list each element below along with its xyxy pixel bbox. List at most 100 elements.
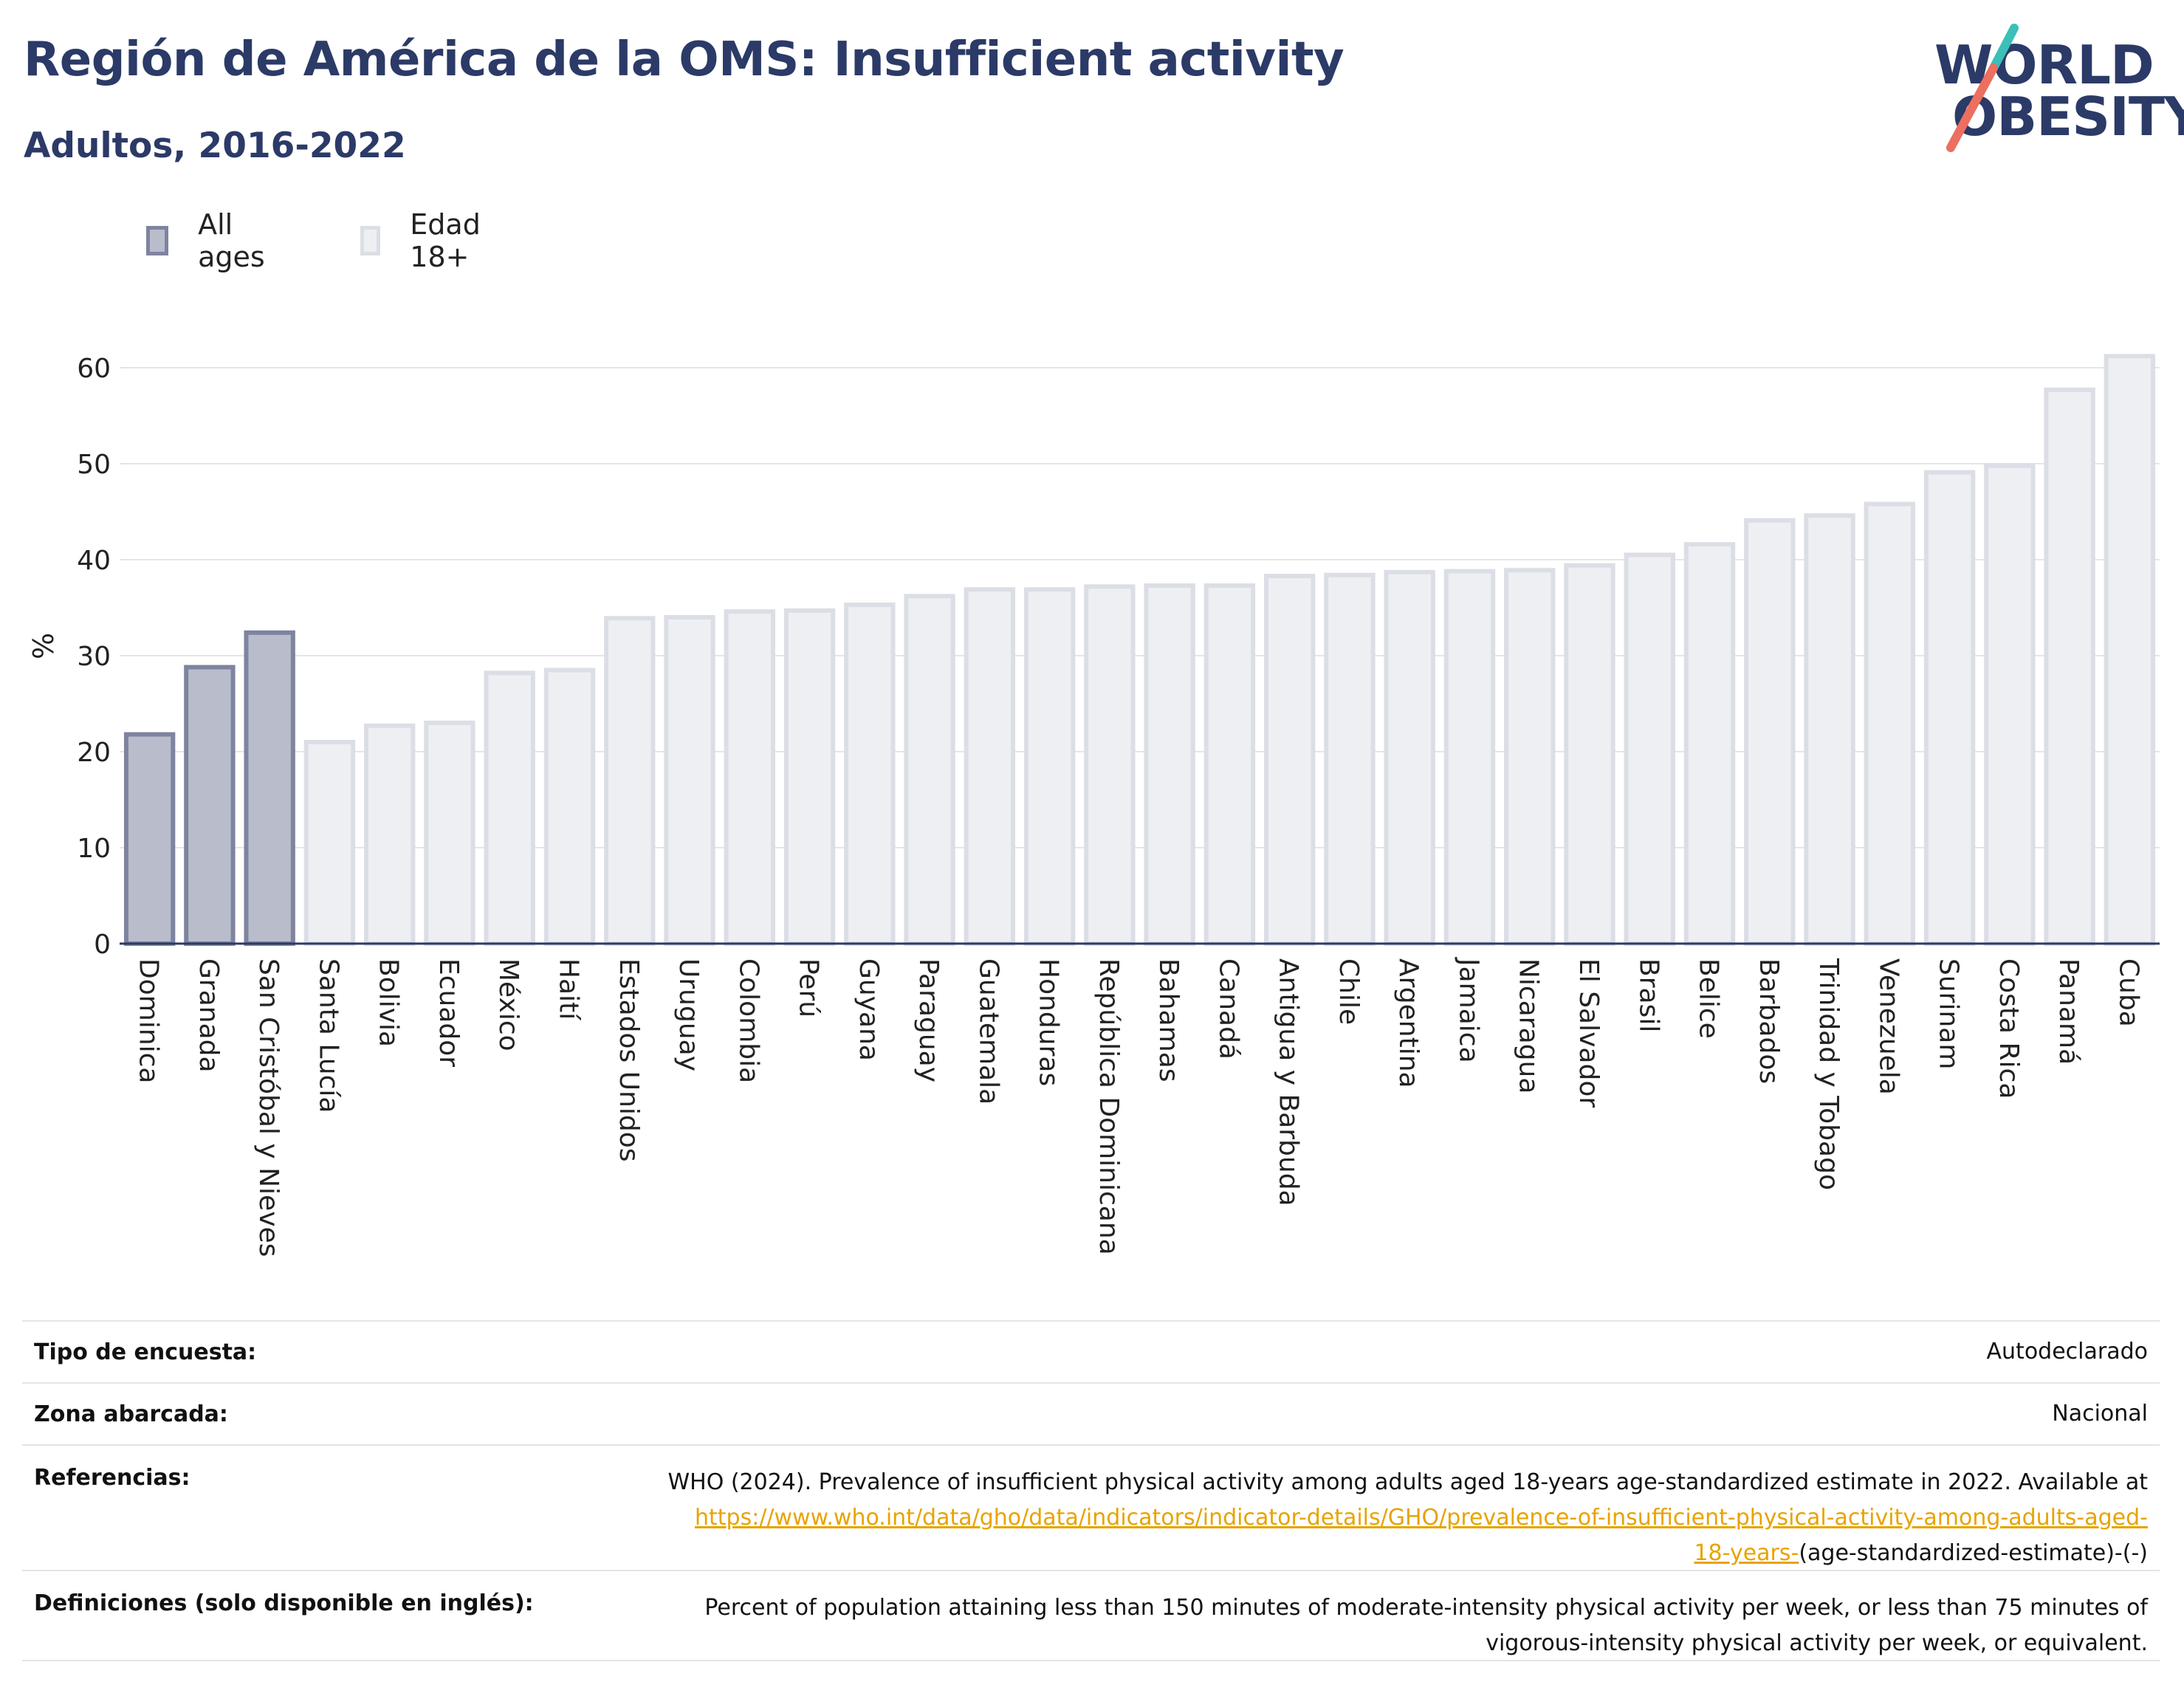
x-tick-label: Belice xyxy=(1694,958,1724,1039)
logo-line-1: WORLD xyxy=(1934,34,2154,96)
bar-canadá[interactable] xyxy=(1203,583,1256,946)
bar-ecuador[interactable] xyxy=(424,721,475,946)
bar-argentina[interactable] xyxy=(1384,569,1435,946)
info-row-definitions: Definiciones (solo disponible en inglés)… xyxy=(22,1570,2160,1661)
x-tick-label: México xyxy=(493,958,523,1051)
bar-república-dominicana[interactable] xyxy=(1084,584,1136,946)
x-tick-label: Paraguay xyxy=(913,958,944,1082)
x-tick-label: Argentina xyxy=(1393,958,1424,1088)
references-label: Referencias: xyxy=(34,1465,190,1491)
bar-uruguay[interactable] xyxy=(664,615,715,946)
x-tick-label: Costa Rica xyxy=(1994,958,2024,1099)
bar-chart: 0 10 20 30 40 50 60 Dominica Granada San Cristób… xyxy=(27,354,2160,1257)
bar-bolivia[interactable] xyxy=(363,723,416,947)
references-value: WHO (2024). Prevalence of insufficient p… xyxy=(667,1465,2148,1566)
x-tick-label: Estados Unidos xyxy=(614,958,644,1162)
x-tick-label: El Salvador xyxy=(1573,958,1604,1108)
survey-type-label: Tipo de encuesta: xyxy=(34,1339,257,1365)
page-subtitle: Adultos, 2016-2022 xyxy=(24,126,406,166)
x-tick-label: Chile xyxy=(1333,958,1364,1025)
y-tick-label: 10 xyxy=(77,834,111,864)
definitions-label: Definiciones (solo disponible en inglés)… xyxy=(34,1590,534,1616)
bar-cuba[interactable] xyxy=(2104,354,2156,946)
bar-haití[interactable] xyxy=(543,667,596,946)
x-tick-label: Granada xyxy=(193,958,224,1073)
area-label: Zona abarcada: xyxy=(34,1401,228,1427)
bar-belice[interactable] xyxy=(1683,542,1736,946)
legend-label-all-ages: All ages xyxy=(198,208,265,273)
x-axis-labels: Dominica Granada San Cristóbal y Nieves San… xyxy=(134,957,2144,1257)
bar-chile[interactable] xyxy=(1324,572,1376,946)
bar-surinam[interactable] xyxy=(1923,470,1976,946)
bar-jamaica[interactable] xyxy=(1443,569,1496,946)
survey-type-value: Autodeclarado xyxy=(1986,1339,2148,1364)
bar-guyana[interactable] xyxy=(844,602,896,946)
x-tick-label: Jamaica xyxy=(1453,957,1483,1063)
bar-san-cristóbal-y-nieves[interactable] xyxy=(244,630,295,946)
x-tick-label: Nicaragua xyxy=(1514,958,1544,1094)
definitions-line-1: Percent of population attaining less tha… xyxy=(704,1595,2148,1621)
x-tick-label: Trinidad y Tobago xyxy=(1813,958,1844,1190)
info-row-area: Zona abarcada: Nacional xyxy=(22,1382,2160,1444)
x-tick-label: Haití xyxy=(553,958,583,1020)
bar-antigua-y-barbuda[interactable] xyxy=(1263,574,1316,946)
bar-estados-unidos[interactable] xyxy=(604,616,656,946)
bar-perú[interactable] xyxy=(783,608,836,946)
y-tick-label: 50 xyxy=(77,450,111,480)
x-tick-label: Panamá xyxy=(2053,958,2084,1065)
bar-barbados[interactable] xyxy=(1744,518,1796,946)
page-title: Región de América de la OMS: Insufficien… xyxy=(24,32,1345,87)
bar-costa-rica[interactable] xyxy=(1984,463,2036,947)
bar-méxico[interactable] xyxy=(484,670,535,947)
x-tick-label: Guatemala xyxy=(973,958,1003,1105)
chart-bars xyxy=(123,354,2156,947)
x-tick-label: Santa Lucía xyxy=(313,958,343,1113)
x-tick-label: Guyana xyxy=(854,958,884,1061)
x-tick-label: República Dominicana xyxy=(1093,958,1124,1255)
bar-venezuela[interactable] xyxy=(1864,501,1916,947)
x-tick-label: Bahamas xyxy=(1153,958,1184,1082)
x-tick-label: Brasil xyxy=(1633,958,1663,1032)
x-tick-label: Cuba xyxy=(2113,958,2143,1027)
bar-guatemala[interactable] xyxy=(964,587,1016,946)
x-tick-label: Barbados xyxy=(1754,958,1784,1084)
info-row-survey-type: Tipo de encuesta: Autodeclarado xyxy=(22,1320,2160,1382)
references-link-2[interactable]: 18-years- xyxy=(1694,1540,1799,1566)
bar-honduras[interactable] xyxy=(1023,587,1076,946)
x-tick-label: Canadá xyxy=(1213,958,1243,1060)
x-tick-label: Venezuela xyxy=(1873,958,1903,1095)
bar-santa-lucía[interactable] xyxy=(303,740,356,946)
info-table: Tipo de encuesta: Autodeclarado Zona aba… xyxy=(22,1320,2160,1661)
bar-nicaragua[interactable] xyxy=(1504,568,1556,946)
info-row-references: Referencias: WHO (2024). Prevalence of i… xyxy=(22,1444,2160,1570)
y-axis-label: % xyxy=(27,633,60,659)
references-link-1[interactable]: https://www.who.int/data/gho/data/indica… xyxy=(695,1505,2148,1531)
x-tick-label: Bolivia xyxy=(374,958,404,1047)
y-tick-label: 0 xyxy=(94,930,111,960)
bar-bahamas[interactable] xyxy=(1144,583,1195,946)
definitions-value: Percent of population attaining less tha… xyxy=(704,1590,2148,1656)
bar-panamá[interactable] xyxy=(2044,387,2095,946)
bar-el-salvador[interactable] xyxy=(1564,563,1615,946)
bar-paraguay[interactable] xyxy=(904,594,955,946)
y-tick-label: 30 xyxy=(77,642,111,672)
bar-granada[interactable] xyxy=(184,665,236,946)
x-tick-label: Uruguay xyxy=(673,958,704,1071)
y-tick-label: 60 xyxy=(77,354,111,384)
x-tick-label: Ecuador xyxy=(433,958,464,1067)
legend-item-adult[interactable]: Edad 18+ xyxy=(360,208,490,273)
y-tick-label: 40 xyxy=(77,546,111,576)
x-tick-label: Colombia xyxy=(733,958,763,1083)
bar-brasil[interactable] xyxy=(1624,552,1675,946)
x-tick-label: Honduras xyxy=(1034,958,1064,1086)
legend-label-adult: Edad 18+ xyxy=(410,208,481,273)
legend-item-all-ages[interactable]: All ages xyxy=(146,208,272,273)
bar-trinidad-y-tobago[interactable] xyxy=(1804,513,1855,946)
logo-slash-icon xyxy=(1946,24,2019,152)
references-tail: (age-standardized-estimate)-(-) xyxy=(1799,1540,2148,1566)
x-tick-label: Surinam xyxy=(1934,958,1964,1069)
bar-colombia[interactable] xyxy=(724,609,775,946)
references-text: WHO (2024). Prevalence of insufficient p… xyxy=(667,1469,2148,1495)
definitions-line-2: vigorous-intensity physical activity per… xyxy=(1486,1630,2148,1656)
bar-dominica[interactable] xyxy=(123,732,176,946)
